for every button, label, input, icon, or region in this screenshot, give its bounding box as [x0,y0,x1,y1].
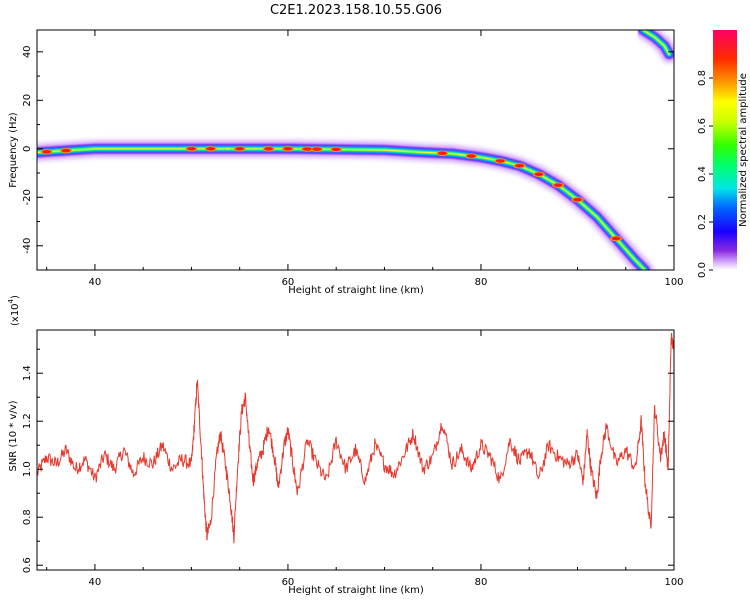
snr-scale-exp: 4 [7,298,15,303]
spectrogram-ridge-band-3 [37,145,649,270]
spectrogram-xlabel: Height of straight line (km) [288,285,424,296]
spectrogram-ridge-band-4 [37,146,648,270]
spectrogram-xtick-label: 40 [89,277,102,288]
spectrogram-ridge-band-1 [37,141,652,270]
spectrogram-peak [553,183,563,187]
spectrogram-axes: 40 60 80 100 40 20 0 -20 -40 [22,30,684,288]
snr-series-line [37,332,674,544]
spectrogram-xtick-label: 80 [475,277,488,288]
spectrogram-ridge-band-2 [37,143,650,270]
snr-xtick-label: 60 [282,577,295,588]
spectrogram-peak [264,146,274,151]
spectrogram-peak [611,236,621,241]
snr-panel: 40 60 80 100 0.6 0.8 1.0 1.2 1.4 Height of strai… [7,295,684,596]
colorbar-tick-label: 0.4 [697,166,708,182]
snr-plot-area [37,332,674,544]
spectrogram-panel: 40 60 80 100 40 20 0 -20 -40 Height of straight … [8,29,684,296]
spectrogram-peak [534,172,544,177]
spectrogram-peak [302,147,312,151]
snr-ylabel: SNR (10 * v/v) [8,400,19,471]
snr-axes: 40 60 80 100 0.6 0.8 1.0 1.2 1.4 [22,330,684,588]
snr-xtick-label: 80 [475,577,488,588]
spectrogram-peak [206,146,216,151]
spectrogram-plot-area [37,30,674,270]
spectrogram-ridge-band-5 [37,147,647,270]
colorbar-label: Normalized spectral amplitude [738,73,749,227]
spectrogram-xtick-label: 100 [664,277,683,288]
spectrogram-peak [235,146,245,151]
snr-ytick-label: 1.4 [22,365,33,381]
spectrogram-ytick-label: 20 [22,94,33,107]
colorbar-ticks: 0.0 0.2 0.4 0.6 0.8 [697,70,713,278]
spectrogram-peak [466,154,476,158]
spectrogram-ylabel: Frequency (Hz) [8,112,19,188]
spectrogram-peak [331,147,341,152]
spectrogram-peak [572,197,582,202]
spectrogram-ytick-label: 40 [22,45,33,58]
spectrogram-peak [515,163,525,168]
spectrogram-ytick-label: 0 [22,146,33,152]
snr-ytick-label: 0.6 [22,557,33,573]
spectrogram-xtick-label: 60 [282,277,295,288]
spectrogram-peak [42,150,52,154]
figure-title: C2E1.2023.158.10.55.G06 [270,3,442,18]
snr-scale-prefix: (x10 [10,303,21,326]
snr-scale-label: (x104) [7,295,21,326]
snr-frame [36,329,675,571]
spectrogram-frame [36,29,675,271]
colorbar-tick-label: 0.2 [697,214,708,230]
svg-text:(x104): (x104) [7,295,21,326]
snr-xtick-label: 100 [664,577,683,588]
colorbar-gradient [713,30,737,270]
spectrogram-peak [495,159,505,163]
spectrogram-peak [283,146,293,151]
colorbar-tick-label: 0.8 [697,70,708,86]
snr-ytick-label: 1.0 [22,461,33,477]
snr-xtick-label: 40 [89,577,102,588]
colorbar: 0.0 0.2 0.4 0.6 0.8 Normalized spectral ampl… [697,30,749,278]
spectrogram-peak [61,148,71,153]
snr-scale-close: ) [10,295,21,299]
colorbar-tick-label: 0.0 [697,262,708,278]
snr-ytick-label: 1.2 [22,413,33,429]
spectrogram-peak [186,146,196,151]
spectrogram-peak [312,147,322,151]
snr-ytick-label: 0.8 [22,509,33,525]
spectrogram-ridge-upper-band-6 [642,30,670,55]
spectrogram-ytick-label: -20 [22,189,33,205]
snr-xlabel: Height of straight line (km) [288,585,424,596]
spectrogram-ytick-label: -40 [22,238,33,254]
spectrogram-ridge-band-6 [37,148,646,270]
spectrogram-peak [437,151,447,156]
spectrogram-ridge-band-0 [37,138,655,270]
colorbar-tick-label: 0.6 [697,118,708,134]
